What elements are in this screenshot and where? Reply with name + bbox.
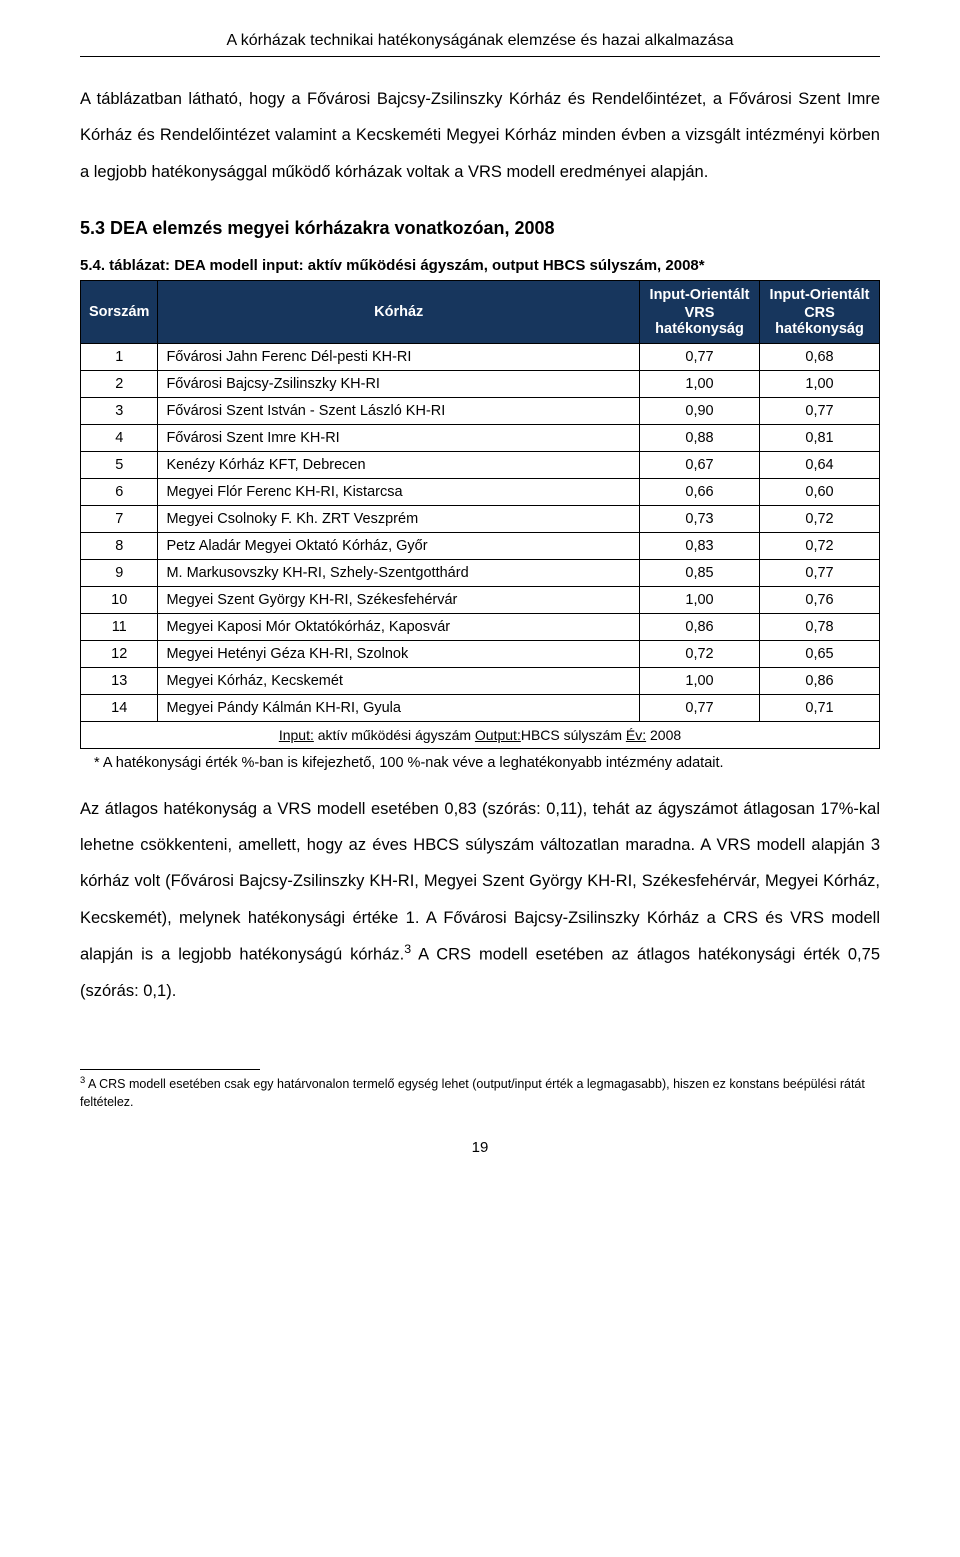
cell-vrs: 0,77 — [640, 694, 760, 721]
table-row: 2Fővárosi Bajcsy-Zsilinszky KH-RI1,001,0… — [81, 370, 880, 397]
cell-sorszam: 10 — [81, 586, 158, 613]
cell-korhaz: Fővárosi Szent Imre KH-RI — [158, 424, 640, 451]
table-row: 10Megyei Szent György KH-RI, Székesfehér… — [81, 586, 880, 613]
table-row: 8Petz Aladár Megyei Oktató Kórház, Győr0… — [81, 532, 880, 559]
table-row: 12Megyei Hetényi Géza KH-RI, Szolnok0,72… — [81, 640, 880, 667]
cell-vrs: 0,85 — [640, 559, 760, 586]
cell-korhaz: Megyei Kórház, Kecskemét — [158, 667, 640, 694]
cell-korhaz: Petz Aladár Megyei Oktató Kórház, Győr — [158, 532, 640, 559]
col-sorszam: Sorszám — [81, 280, 158, 343]
table-row: 9M. Markusovszky KH-RI, Szhely-Szentgott… — [81, 559, 880, 586]
table-row: 14Megyei Pándy Kálmán KH-RI, Gyula0,770,… — [81, 694, 880, 721]
table-row: 7Megyei Csolnoky F. Kh. ZRT Veszprém0,73… — [81, 505, 880, 532]
cell-korhaz: Megyei Csolnoky F. Kh. ZRT Veszprém — [158, 505, 640, 532]
cell-korhaz: Megyei Szent György KH-RI, Székesfehérvá… — [158, 586, 640, 613]
cell-vrs: 0,83 — [640, 532, 760, 559]
cell-sorszam: 4 — [81, 424, 158, 451]
cell-vrs: 0,90 — [640, 397, 760, 424]
body-paragraph: Az átlagos hatékonyság a VRS modell eset… — [80, 791, 880, 1009]
table-caption: 5.4. táblázat: DEA modell input: aktív m… — [80, 257, 880, 274]
table-row: 3Fővárosi Szent István - Szent László KH… — [81, 397, 880, 424]
cell-sorszam: 14 — [81, 694, 158, 721]
cell-vrs: 1,00 — [640, 586, 760, 613]
cell-korhaz: M. Markusovszky KH-RI, Szhely-Szentgotth… — [158, 559, 640, 586]
footnote-text: 3 A CRS modell esetében csak egy határvo… — [80, 1074, 880, 1111]
cell-sorszam: 7 — [81, 505, 158, 532]
table-footer-row: Input: aktív működési ágyszám Output:HBC… — [81, 721, 880, 748]
cell-vrs: 0,86 — [640, 613, 760, 640]
cell-sorszam: 12 — [81, 640, 158, 667]
col-vrs-top: Input-Orientált VRS hatékonyság — [640, 280, 760, 343]
cell-vrs: 0,72 — [640, 640, 760, 667]
table-row: 11Megyei Kaposi Mór Oktatókórház, Kaposv… — [81, 613, 880, 640]
cell-vrs: 0,66 — [640, 478, 760, 505]
cell-vrs: 0,77 — [640, 343, 760, 370]
cell-crs: 0,64 — [760, 451, 880, 478]
dea-results-table: Sorszám Kórház Input-Orientált VRS haték… — [80, 280, 880, 749]
cell-korhaz: Megyei Flór Ferenc KH-RI, Kistarcsa — [158, 478, 640, 505]
cell-crs: 0,65 — [760, 640, 880, 667]
intro-paragraph: A táblázatban látható, hogy a Fővárosi B… — [80, 81, 880, 190]
cell-sorszam: 5 — [81, 451, 158, 478]
table-row: 1Fővárosi Jahn Ferenc Dél-pesti KH-RI0,7… — [81, 343, 880, 370]
cell-vrs: 0,88 — [640, 424, 760, 451]
cell-sorszam: 3 — [81, 397, 158, 424]
cell-sorszam: 6 — [81, 478, 158, 505]
table-row: 5Kenézy Kórház KFT, Debrecen0,670,64 — [81, 451, 880, 478]
table-footnote: * A hatékonysági érték %-ban is kifejezh… — [80, 755, 880, 771]
table-row: 6Megyei Flór Ferenc KH-RI, Kistarcsa0,66… — [81, 478, 880, 505]
cell-korhaz: Fővárosi Szent István - Szent László KH-… — [158, 397, 640, 424]
page-number: 19 — [80, 1139, 880, 1156]
page-running-header: A kórházak technikai hatékonyságának ele… — [80, 32, 880, 57]
cell-korhaz: Fővárosi Bajcsy-Zsilinszky KH-RI — [158, 370, 640, 397]
cell-crs: 0,81 — [760, 424, 880, 451]
cell-crs: 0,72 — [760, 505, 880, 532]
cell-sorszam: 1 — [81, 343, 158, 370]
cell-crs: 0,77 — [760, 559, 880, 586]
cell-crs: 0,77 — [760, 397, 880, 424]
cell-vrs: 0,73 — [640, 505, 760, 532]
cell-korhaz: Kenézy Kórház KFT, Debrecen — [158, 451, 640, 478]
cell-sorszam: 13 — [81, 667, 158, 694]
cell-korhaz: Megyei Kaposi Mór Oktatókórház, Kaposvár — [158, 613, 640, 640]
cell-vrs: 1,00 — [640, 667, 760, 694]
cell-sorszam: 11 — [81, 613, 158, 640]
cell-crs: 1,00 — [760, 370, 880, 397]
cell-crs: 0,86 — [760, 667, 880, 694]
cell-korhaz: Megyei Pándy Kálmán KH-RI, Gyula — [158, 694, 640, 721]
table-row: 4Fővárosi Szent Imre KH-RI0,880,81 — [81, 424, 880, 451]
col-crs-top: Input-Orientált CRS hatékonyság — [760, 280, 880, 343]
cell-crs: 0,78 — [760, 613, 880, 640]
cell-sorszam: 2 — [81, 370, 158, 397]
table-footer-cell: Input: aktív működési ágyszám Output:HBC… — [81, 721, 880, 748]
cell-vrs: 1,00 — [640, 370, 760, 397]
col-korhaz: Kórház — [158, 280, 640, 343]
table-row: 13Megyei Kórház, Kecskemét1,000,86 — [81, 667, 880, 694]
cell-sorszam: 8 — [81, 532, 158, 559]
section-heading: 5.3 DEA elemzés megyei kórházakra vonatk… — [80, 218, 880, 239]
cell-sorszam: 9 — [81, 559, 158, 586]
cell-crs: 0,76 — [760, 586, 880, 613]
cell-korhaz: Megyei Hetényi Géza KH-RI, Szolnok — [158, 640, 640, 667]
cell-crs: 0,71 — [760, 694, 880, 721]
cell-crs: 0,60 — [760, 478, 880, 505]
cell-korhaz: Fővárosi Jahn Ferenc Dél-pesti KH-RI — [158, 343, 640, 370]
cell-crs: 0,72 — [760, 532, 880, 559]
footnote-separator — [80, 1069, 260, 1070]
cell-vrs: 0,67 — [640, 451, 760, 478]
cell-crs: 0,68 — [760, 343, 880, 370]
